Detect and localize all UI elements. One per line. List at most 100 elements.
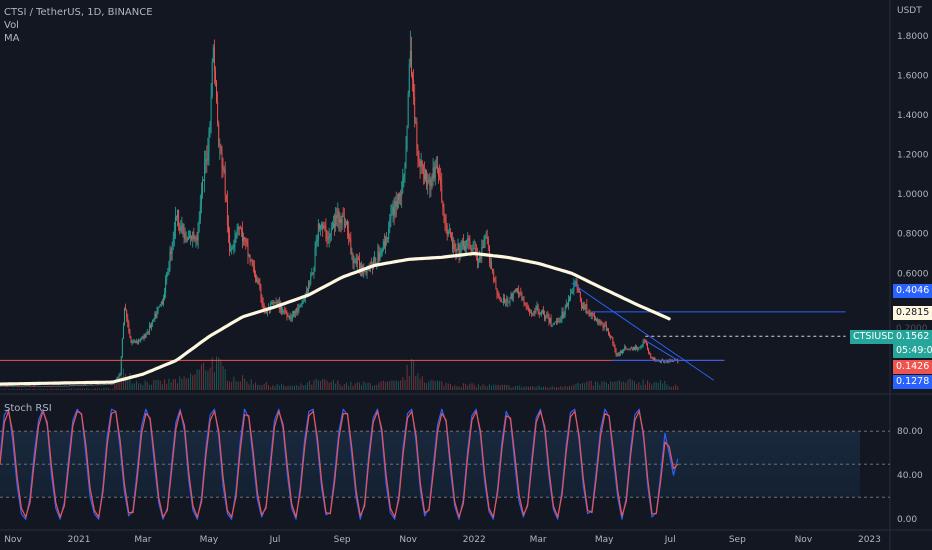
volume-bar [348,385,350,390]
candle-body [638,347,640,349]
candle-body [433,167,435,179]
volume-bar [519,385,521,390]
volume-bar [521,387,523,390]
candle-body [220,146,222,152]
vol-indicator-label[interactable]: Vol [4,20,19,31]
volume-bar [146,382,148,390]
candle-body [504,297,505,302]
candle-body [558,321,560,322]
candle-body [658,360,660,362]
candle-body [125,307,127,310]
candle-body [392,206,394,213]
candle-body [386,237,387,238]
candle-body [247,244,249,256]
candle-body [617,353,619,356]
volume-bar [556,386,558,390]
volume-bar [560,386,562,390]
volume-bar [224,369,226,390]
candle-body [142,337,144,339]
candle-body [351,253,353,255]
candle-body [242,230,243,242]
rsi-d-line [0,410,679,518]
volume-bar [616,381,618,390]
volume-bar [170,382,172,390]
candle-body [181,224,183,227]
candle-body [168,267,170,273]
candle-body [464,245,465,250]
volume-bar [428,381,430,390]
candle-body [331,227,333,230]
candle-body [465,246,467,250]
candle-body [108,383,110,385]
volume-bar [566,386,568,390]
candle-body [657,360,659,362]
candle-body [598,319,600,324]
volume-bar [29,388,31,390]
volume-bar [226,380,228,390]
candle-body [205,159,207,163]
stoch-rsi-label[interactable]: Stoch RSI [4,403,52,414]
volume-bar [99,388,101,390]
candle-body [291,314,293,319]
candle-body [300,303,302,306]
volume-bar [192,375,194,390]
volume-bar [553,387,555,390]
candle-body [575,281,577,283]
volume-bar [304,384,306,390]
candle-body [480,256,482,259]
candle-body [126,309,128,318]
candle-body [190,235,192,237]
volume-bar [168,378,170,390]
volume-bar [270,386,272,390]
volume-bar [434,381,436,390]
candle-body [451,235,452,240]
volume-bar [129,372,131,390]
volume-bar [343,384,345,390]
candle-body [185,238,187,240]
volume-bar [177,383,179,390]
candle-body [64,385,66,387]
candle-body [22,386,24,387]
x-tick-label: Sep [334,535,351,545]
volume-bar [629,378,631,390]
symbol-line[interactable]: CTSI / TetherUS, 1D, BINANCE [4,7,153,18]
volume-bar [164,379,166,390]
volume-bar [607,384,609,390]
candle-body [340,219,342,224]
candle-body [216,81,217,102]
candle-body [325,227,327,238]
candle-body [547,315,549,317]
rsi-legend: Stoch RSI [4,402,52,415]
stoch-rsi-panel [0,408,890,520]
volume-bar [1,389,3,390]
volume-bar [677,386,679,390]
candle-body [622,350,624,354]
candle-body [204,162,206,181]
candle-body [554,321,556,323]
volume-bar [491,385,493,390]
candle-body [436,165,438,168]
candle-body [562,311,564,318]
candle-body [431,180,433,181]
candle-body [550,317,552,326]
candle-body [52,385,54,387]
candle-body [429,178,431,187]
candle-body [357,257,359,260]
candle-body [524,302,526,306]
candle-body [604,325,606,326]
candle-body [438,167,439,176]
candle-body [320,227,321,229]
candle-body [67,385,69,387]
candle-body [490,262,491,263]
candle-body [582,306,583,309]
candle-body [191,235,193,240]
candle-body [482,247,484,248]
volume-bar [664,380,666,390]
volume-bar [16,389,18,390]
volume-bar [38,389,40,390]
ma-indicator-label[interactable]: MA [4,33,20,44]
candle-body [255,274,256,279]
volume-bar [367,382,369,390]
volume-bar [103,388,105,390]
